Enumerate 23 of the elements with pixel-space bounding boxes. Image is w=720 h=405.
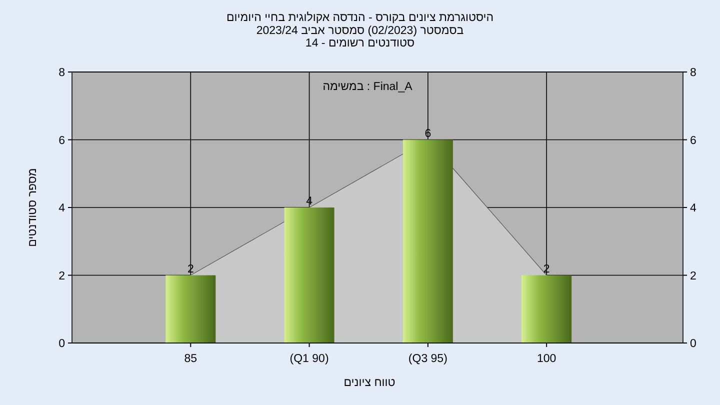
y2-tick-label: 4	[690, 202, 697, 214]
bar	[402, 140, 453, 343]
x-tick-label: (Q1 90)	[290, 353, 329, 365]
y-tick-label: 2	[58, 270, 65, 282]
y2-tick-label: 8	[690, 67, 696, 79]
x-axis-title: טווח ציונים	[344, 377, 396, 389]
y-tick-label: 0	[58, 338, 65, 350]
y2-tick-label: 2	[690, 270, 696, 282]
y-tick-label: 6	[58, 134, 65, 147]
x-tick-label: 85	[184, 353, 198, 365]
x-tick-label: (Q3 95)	[408, 353, 448, 365]
bar	[166, 275, 216, 343]
y2-tick-label: 6	[690, 134, 696, 147]
x-tick-label: 100	[536, 353, 556, 365]
bar	[522, 275, 572, 343]
y-tick-label: 8	[58, 67, 65, 79]
chart-subtitle: בסמסטר (02/2023) סמסטר אביב 2023/24 סטודנטים רשומים - 14	[256, 25, 464, 50]
y-tick-label: 4	[58, 202, 66, 214]
annotation: במשימה : Final_A	[322, 81, 413, 93]
y-axis-title: מספר סטודנטים	[27, 168, 39, 247]
chart-title: היסטוגרמת ציונים בקורס - הנדסה אקולוגית בחיי היומיום	[226, 11, 494, 24]
y2-tick-label: 0	[690, 338, 696, 350]
bar	[284, 208, 334, 343]
